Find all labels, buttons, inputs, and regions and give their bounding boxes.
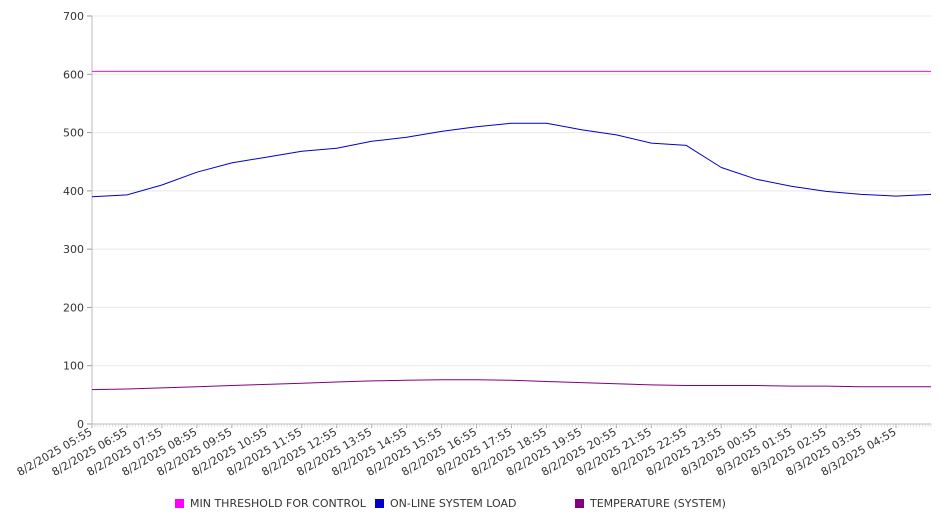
series-line-2 xyxy=(91,379,931,391)
y-tick-label: 400 xyxy=(63,185,84,198)
series-lines xyxy=(91,70,932,391)
x-axis: 8/2/2025 05:558/2/2025 06:558/2/2025 07:… xyxy=(15,423,932,479)
legend: MIN THRESHOLD FOR CONTROL ON-LINE SYSTEM… xyxy=(0,497,946,515)
y-tick-label: 200 xyxy=(63,301,84,314)
legend-item-min-threshold: MIN THRESHOLD FOR CONTROL xyxy=(175,497,366,510)
legend-item-system-load: ON-LINE SYSTEM LOAD xyxy=(375,497,516,510)
y-tick-label: 0 xyxy=(77,418,84,431)
y-axis: 0 100 200 300 400 500 600 700 xyxy=(63,10,93,431)
legend-item-temperature: TEMPERATURE (SYSTEM) xyxy=(575,497,726,510)
legend-swatch-temperature xyxy=(575,499,584,508)
y-tick-label: 500 xyxy=(63,127,84,140)
grid-lines xyxy=(92,15,931,425)
series-line-1 xyxy=(91,122,932,198)
y-tick-label: 300 xyxy=(63,243,84,256)
legend-swatch-system-load xyxy=(375,499,384,508)
legend-label-temperature: TEMPERATURE (SYSTEM) xyxy=(590,497,726,510)
legend-label-min-threshold: MIN THRESHOLD FOR CONTROL xyxy=(190,497,366,510)
legend-swatch-min-threshold xyxy=(175,499,184,508)
y-tick-label: 600 xyxy=(63,68,84,81)
y-tick-label: 100 xyxy=(63,360,84,373)
legend-label-system-load: ON-LINE SYSTEM LOAD xyxy=(390,497,517,510)
y-tick-label: 700 xyxy=(63,10,84,23)
